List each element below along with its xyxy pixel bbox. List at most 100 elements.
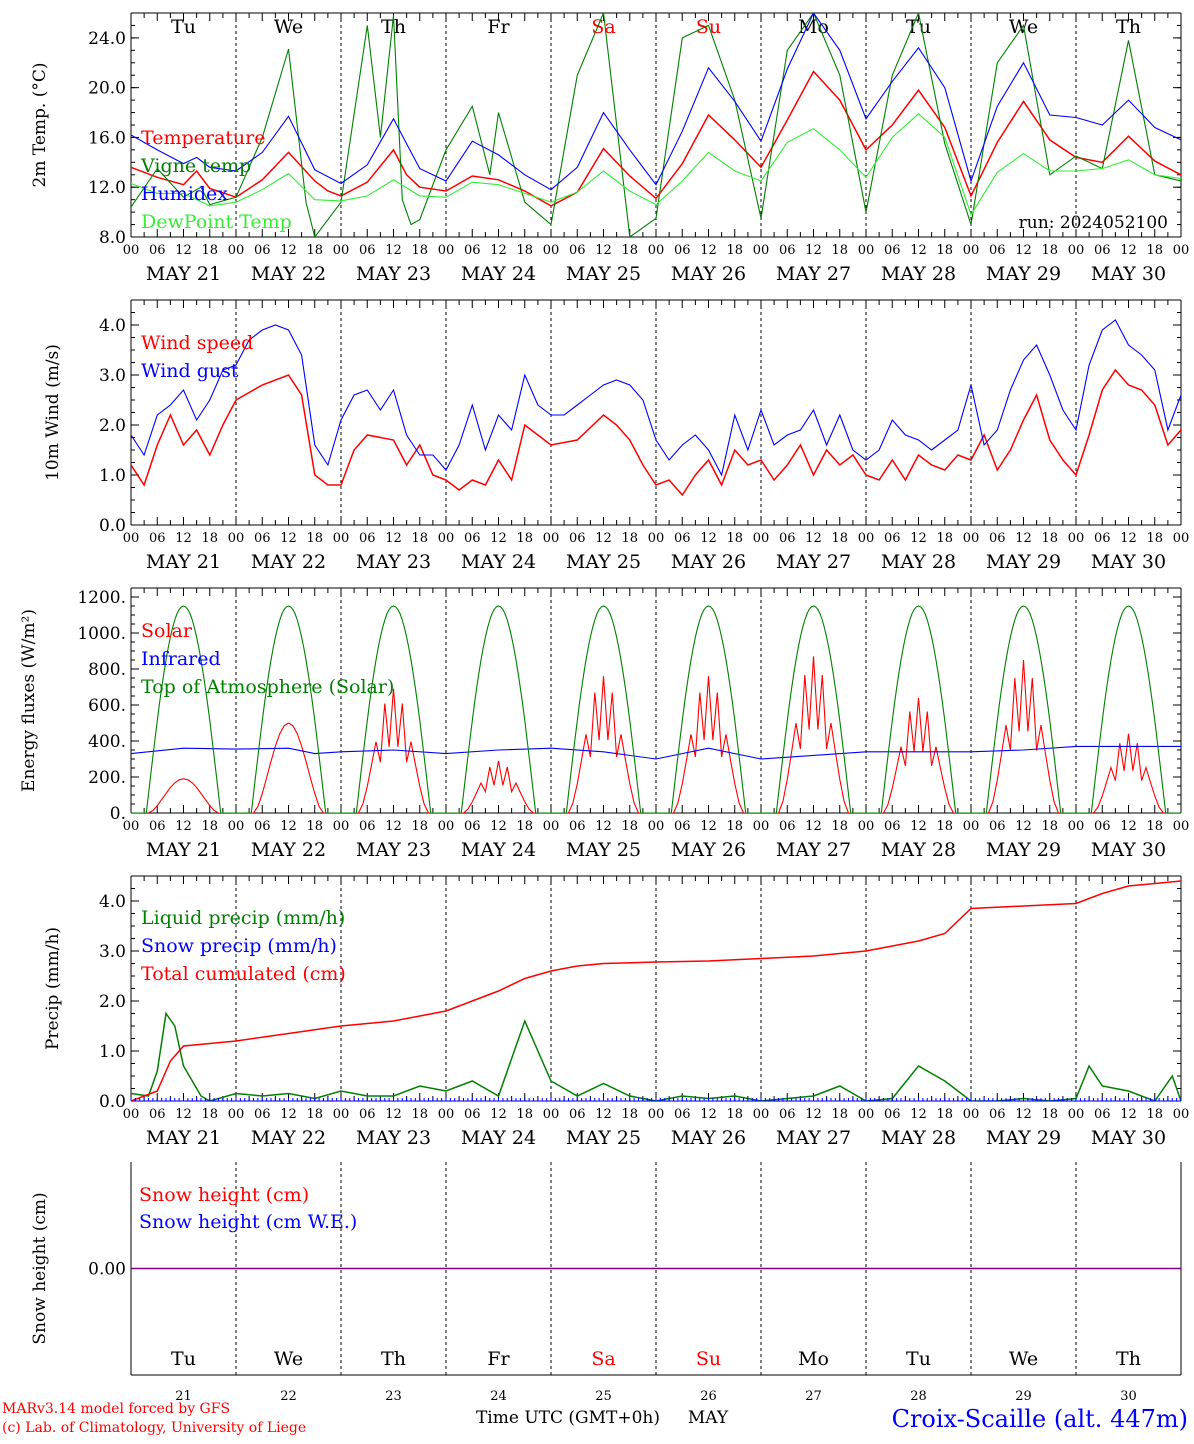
legend-entry: Liquid precip (mm/h): [141, 907, 345, 929]
legend-entry: Snow precip (mm/h): [141, 935, 337, 957]
hour-tick-label: 00: [543, 531, 560, 546]
series-line-top-of-atmosphere-solar-: [131, 605, 1181, 813]
hour-tick-label: 06: [569, 819, 586, 834]
hour-tick-label: 18: [516, 1107, 533, 1122]
hour-tick-label: 06: [779, 531, 796, 546]
hour-tick-label: 06: [359, 819, 376, 834]
date-label: MAY 29: [986, 551, 1061, 573]
hour-tick-label: 06: [989, 819, 1006, 834]
hour-tick-label: 00: [1068, 1107, 1085, 1122]
date-label: MAY 30: [1091, 263, 1166, 285]
day-number-label: 24: [490, 1389, 507, 1404]
date-label: MAY 25: [566, 551, 641, 573]
hour-tick-label: 00: [1068, 819, 1085, 834]
hour-tick-label: 18: [621, 531, 638, 546]
legend-entry: Total cumulated (cm): [141, 963, 346, 985]
hour-tick-label: 18: [306, 819, 323, 834]
date-label: MAY 28: [881, 1127, 956, 1149]
y-tick-label: 600.: [88, 696, 126, 716]
hour-tick-label: 12: [595, 1107, 612, 1122]
hour-tick-label: 18: [411, 243, 428, 258]
weekday-label: Tu: [906, 1348, 931, 1370]
hour-tick-label: 00: [123, 243, 140, 258]
weekday-label: Tu: [171, 16, 196, 38]
hour-tick-label: 12: [595, 819, 612, 834]
hour-tick-label: 18: [831, 1107, 848, 1122]
legend-entry: DewPoint Temp: [141, 211, 292, 233]
hour-tick-label: 00: [1068, 531, 1085, 546]
day-number-label: 22: [280, 1389, 297, 1404]
hour-tick-label: 00: [648, 1107, 665, 1122]
weekday-label: Su: [696, 1348, 721, 1370]
hour-tick-label: 18: [621, 1107, 638, 1122]
y-tick-label: 2.0: [99, 992, 126, 1012]
weekday-label: Sa: [591, 1348, 615, 1370]
hour-tick-label: 12: [280, 531, 297, 546]
weekday-label: We: [274, 16, 303, 38]
date-label: MAY 21: [146, 1127, 221, 1149]
hour-tick-label: 18: [621, 243, 638, 258]
date-label: MAY 23: [356, 1127, 431, 1149]
hour-tick-label: 06: [464, 243, 481, 258]
date-label: MAY 26: [671, 1127, 746, 1149]
y-tick-label: 3.0: [99, 366, 126, 386]
hour-tick-label: 18: [831, 819, 848, 834]
y-axis-label: Energy fluxes (W/m²): [19, 609, 39, 792]
hour-tick-label: 18: [1041, 819, 1058, 834]
hour-tick-label: 18: [831, 243, 848, 258]
hour-tick-label: 00: [963, 531, 980, 546]
legend-entry: Temperature: [141, 127, 265, 149]
hour-tick-label: 18: [306, 243, 323, 258]
legend-entry: Wind speed: [141, 332, 253, 354]
hour-tick-label: 12: [805, 243, 822, 258]
hour-tick-label: 06: [149, 819, 166, 834]
hour-tick-label: 18: [201, 1107, 218, 1122]
hour-tick-label: 00: [753, 1107, 770, 1122]
y-tick-label: 4.0: [99, 892, 126, 912]
hour-tick-label: 12: [1015, 1107, 1032, 1122]
date-label: MAY 23: [356, 551, 431, 573]
series-line-wind-speed: [131, 368, 1181, 497]
series-line-infrared: [131, 745, 1181, 760]
legend-entry: Wind gust: [141, 360, 239, 382]
weekday-label: Mo: [798, 16, 829, 38]
date-label: MAY 23: [356, 839, 431, 861]
y-tick-label: 0.0: [99, 1092, 126, 1112]
series-group: [131, 13, 1181, 237]
hour-tick-label: 18: [1041, 1107, 1058, 1122]
hour-tick-label: 06: [254, 243, 271, 258]
hour-tick-label: 06: [254, 1107, 271, 1122]
hour-tick-label: 18: [411, 531, 428, 546]
hour-tick-label: 00: [438, 531, 455, 546]
month-label: MAY: [688, 1408, 729, 1428]
legend-entry: Snow height (cm): [139, 1184, 309, 1206]
hour-tick-label: 18: [1146, 531, 1163, 546]
hour-tick-label: 00: [438, 243, 455, 258]
y-tick-label: 1200.: [77, 588, 126, 608]
hour-tick-label: 12: [175, 243, 192, 258]
hour-tick-label: 06: [674, 1107, 691, 1122]
hour-tick-label: 00: [753, 243, 770, 258]
hour-tick-label: 06: [149, 243, 166, 258]
series-line-vigne-temp: [131, 13, 1181, 237]
weekday-label: Tu: [906, 16, 931, 38]
hour-tick-label: 00: [1173, 819, 1190, 834]
day-number-label: 25: [595, 1389, 612, 1404]
hour-tick-label: 12: [805, 1107, 822, 1122]
date-label: MAY 30: [1091, 551, 1166, 573]
hour-tick-label: 00: [1173, 1107, 1190, 1122]
hour-tick-label: 06: [149, 1107, 166, 1122]
station-title: Croix-Scaille (alt. 447m): [892, 1405, 1188, 1433]
y-tick-label: 800.: [88, 660, 126, 680]
hour-tick-label: 00: [228, 243, 245, 258]
hour-tick-label: 00: [333, 819, 350, 834]
date-label: MAY 24: [461, 551, 536, 573]
hour-tick-label: 06: [884, 243, 901, 258]
hour-tick-label: 06: [674, 819, 691, 834]
date-label: MAY 22: [251, 839, 326, 861]
hour-tick-label: 12: [175, 1107, 192, 1122]
date-label: MAY 25: [566, 839, 641, 861]
hour-tick-label: 18: [306, 531, 323, 546]
hour-tick-label: 12: [595, 531, 612, 546]
